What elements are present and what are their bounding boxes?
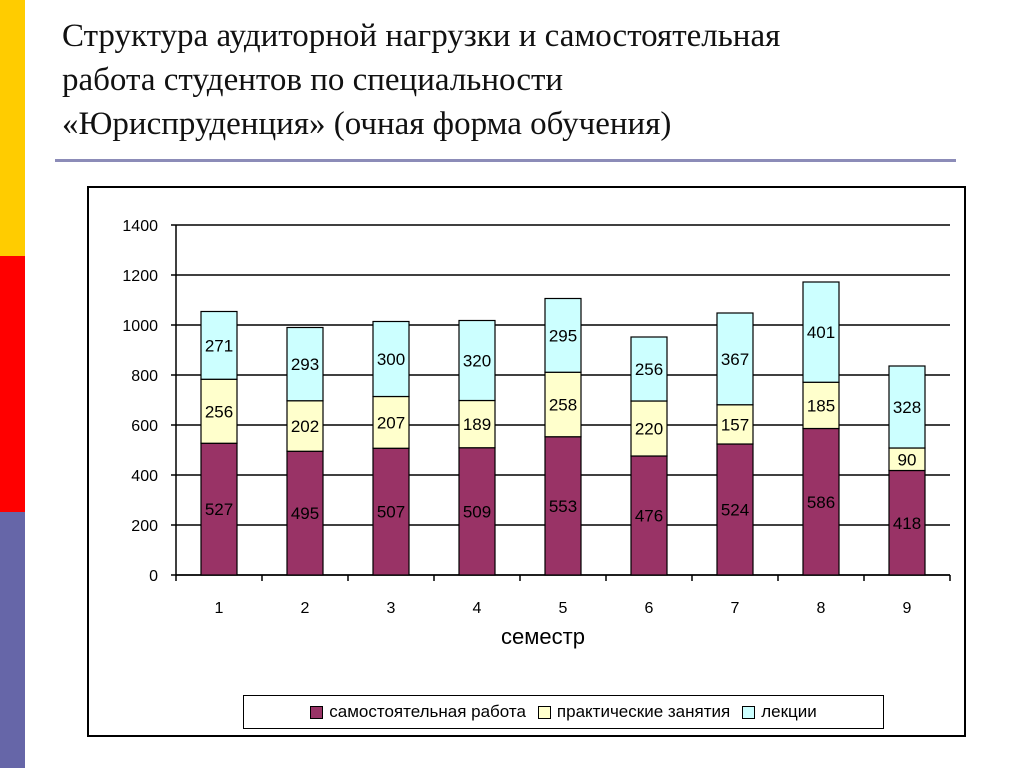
bar-segment-s2-c8	[802, 281, 840, 383]
x-tick-label-9: 9	[903, 600, 912, 617]
legend-swatch-self-study	[310, 705, 324, 719]
legend-item-practical: практические занятия	[537, 702, 731, 722]
data-label-s0-c8: 586	[807, 493, 835, 512]
data-label-s1-c7: 157	[721, 415, 749, 434]
data-label-s1-c6: 220	[635, 420, 663, 439]
y-tick-label-600: 600	[131, 418, 158, 435]
y-tick-label-400: 400	[131, 468, 158, 485]
data-label-s0-c2: 495	[291, 504, 319, 523]
bar-segment-s1-c6	[630, 400, 668, 457]
y-tick-label-0: 0	[149, 568, 158, 585]
bar-segment-s1-c8	[802, 381, 840, 430]
bar-segment-s2-c1	[200, 310, 238, 380]
y-tick-label-200: 200	[131, 518, 158, 535]
data-label-s0-c7: 524	[721, 501, 749, 520]
data-label-s1-c9: 90	[898, 450, 917, 469]
bar-segment-s0-c1	[200, 442, 238, 576]
data-label-s1-c1: 256	[205, 402, 233, 421]
bar-segment-s1-c1	[200, 378, 238, 444]
x-tick-label-2: 2	[301, 600, 310, 617]
bar-segment-s2-c3	[372, 320, 410, 398]
data-label-s1-c8: 185	[807, 396, 835, 415]
data-label-s1-c2: 202	[291, 417, 319, 436]
y-tick-label-1200: 1200	[122, 268, 158, 285]
legend-label-lectures: лекции	[761, 702, 817, 721]
data-label-s0-c1: 527	[205, 500, 233, 519]
y-tick-label-800: 800	[131, 368, 158, 385]
bar-segment-s2-c5	[544, 297, 582, 373]
data-label-s2-c2: 293	[291, 355, 319, 374]
title-line-1: Структура аудиторной нагрузки и самостоя…	[62, 18, 781, 54]
x-tick-label-5: 5	[559, 600, 568, 617]
data-label-s2-c1: 271	[205, 336, 233, 355]
legend-label-practical: практические занятия	[556, 702, 731, 721]
bar-segment-s2-c6	[630, 336, 668, 402]
bar-segment-s2-c2	[286, 326, 324, 402]
data-label-s2-c8: 401	[807, 323, 835, 342]
data-label-s0-c9: 418	[893, 514, 921, 533]
legend-item-lectures: лекции	[742, 702, 817, 722]
data-label-s2-c6: 256	[635, 360, 663, 379]
x-axis-title: семестр	[501, 624, 585, 649]
legend-item-self-study: самостоятельная работа	[310, 702, 526, 722]
data-label-s0-c6: 476	[635, 507, 663, 526]
data-label-s1-c3: 207	[377, 413, 405, 432]
accent-stripe-yellow	[0, 0, 25, 256]
legend-label-self-study: самостоятельная работа	[329, 702, 526, 721]
bar-segment-s1-c3	[372, 395, 410, 449]
bar-segment-s0-c3	[372, 447, 410, 576]
x-tick-label-3: 3	[387, 600, 396, 617]
legend-swatch-lectures	[742, 705, 756, 719]
title-divider	[55, 159, 956, 162]
chart-legend: самостоятельная работа практические заня…	[243, 695, 884, 729]
slide-title: Структура аудиторной нагрузки и самостоя…	[62, 14, 962, 146]
bar-segment-s1-c7	[716, 404, 754, 445]
accent-stripe-red	[0, 256, 25, 512]
bar-segment-s1-c4	[458, 399, 496, 449]
data-label-s0-c5: 553	[549, 497, 577, 516]
data-label-s2-c3: 300	[377, 350, 405, 369]
accent-stripe-blue	[0, 512, 25, 768]
data-label-s0-c3: 507	[377, 503, 405, 522]
bar-segment-s2-c9	[888, 365, 926, 449]
x-tick-label-7: 7	[731, 600, 740, 617]
data-label-s1-c4: 189	[463, 415, 491, 434]
bar-segment-s0-c8	[802, 427, 840, 576]
y-tick-label-1000: 1000	[122, 318, 158, 335]
bar-segment-s0-c2	[286, 450, 324, 576]
title-line-3: «Юриспруденция» (очная форма обучения)	[62, 106, 672, 142]
data-label-s2-c7: 367	[721, 350, 749, 369]
legend-swatch-practical	[537, 705, 551, 719]
data-label-s1-c5: 258	[549, 396, 577, 415]
bar-segment-s2-c4	[458, 319, 496, 402]
y-tick-label-1400: 1400	[122, 218, 158, 235]
x-tick-label-6: 6	[645, 600, 654, 617]
bar-segment-s1-c2	[286, 400, 324, 452]
title-line-2: работа студентов по специальности	[62, 62, 564, 98]
bar-segment-s0-c5	[544, 436, 582, 576]
x-tick-label-1: 1	[215, 600, 224, 617]
x-tick-label-4: 4	[473, 600, 482, 617]
bar-segment-s2-c7	[716, 312, 754, 406]
data-label-s2-c9: 328	[893, 398, 921, 417]
data-label-s2-c5: 295	[549, 326, 577, 345]
data-label-s2-c4: 320	[463, 352, 491, 371]
x-tick-label-8: 8	[817, 600, 826, 617]
data-label-s0-c4: 509	[463, 502, 491, 521]
